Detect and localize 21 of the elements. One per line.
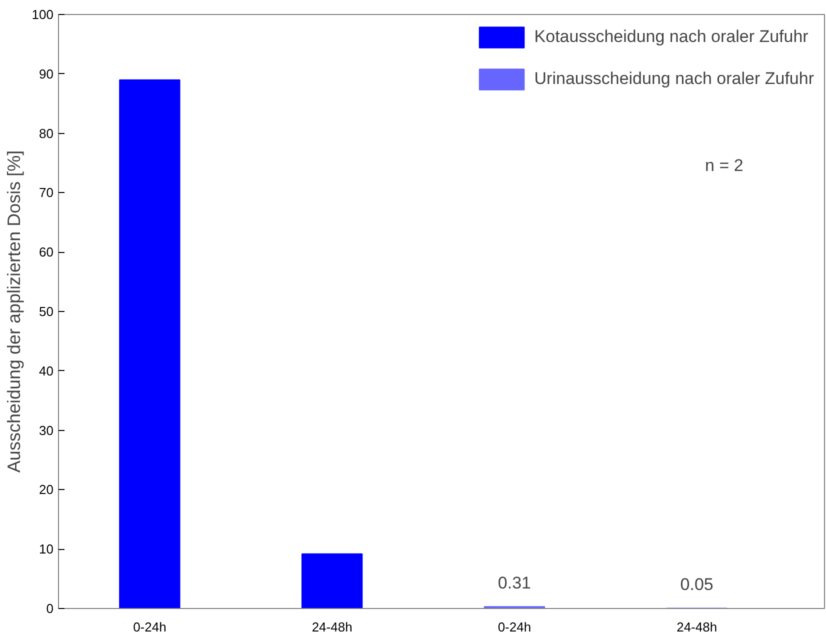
annotation: n = 2: [705, 156, 744, 175]
y-tick-label: 10: [39, 542, 54, 557]
y-tick-label: 50: [39, 304, 54, 319]
y-tick-label: 0: [46, 601, 54, 616]
legend-label: Kotausscheidung nach oraler Zufuhr: [534, 27, 808, 47]
x-tick-label: 24-48h: [676, 620, 718, 634]
y-tick-label: 90: [39, 66, 54, 82]
y-axis-title: Ausscheidung der applizierten Dosis [%]: [4, 150, 24, 473]
y-tick-label: 70: [39, 185, 54, 200]
x-tick-label: 24-48h: [312, 620, 352, 634]
x-tick-label: 0-24h: [498, 620, 532, 634]
x-tick-label: 0-24h: [133, 620, 166, 634]
legend-label: Urinausscheidung nach oraler Zufuhr: [534, 69, 814, 89]
y-tick-label: 100: [32, 7, 54, 22]
data-label: 0.31: [498, 574, 532, 593]
y-tick-label: 30: [39, 422, 54, 438]
y-tick-label: 60: [39, 244, 54, 260]
y-tick-label: 20: [39, 482, 54, 498]
data-label: 0.05: [680, 575, 714, 594]
y-tick-label: 40: [39, 363, 54, 378]
y-tick-label: 80: [39, 126, 54, 141]
